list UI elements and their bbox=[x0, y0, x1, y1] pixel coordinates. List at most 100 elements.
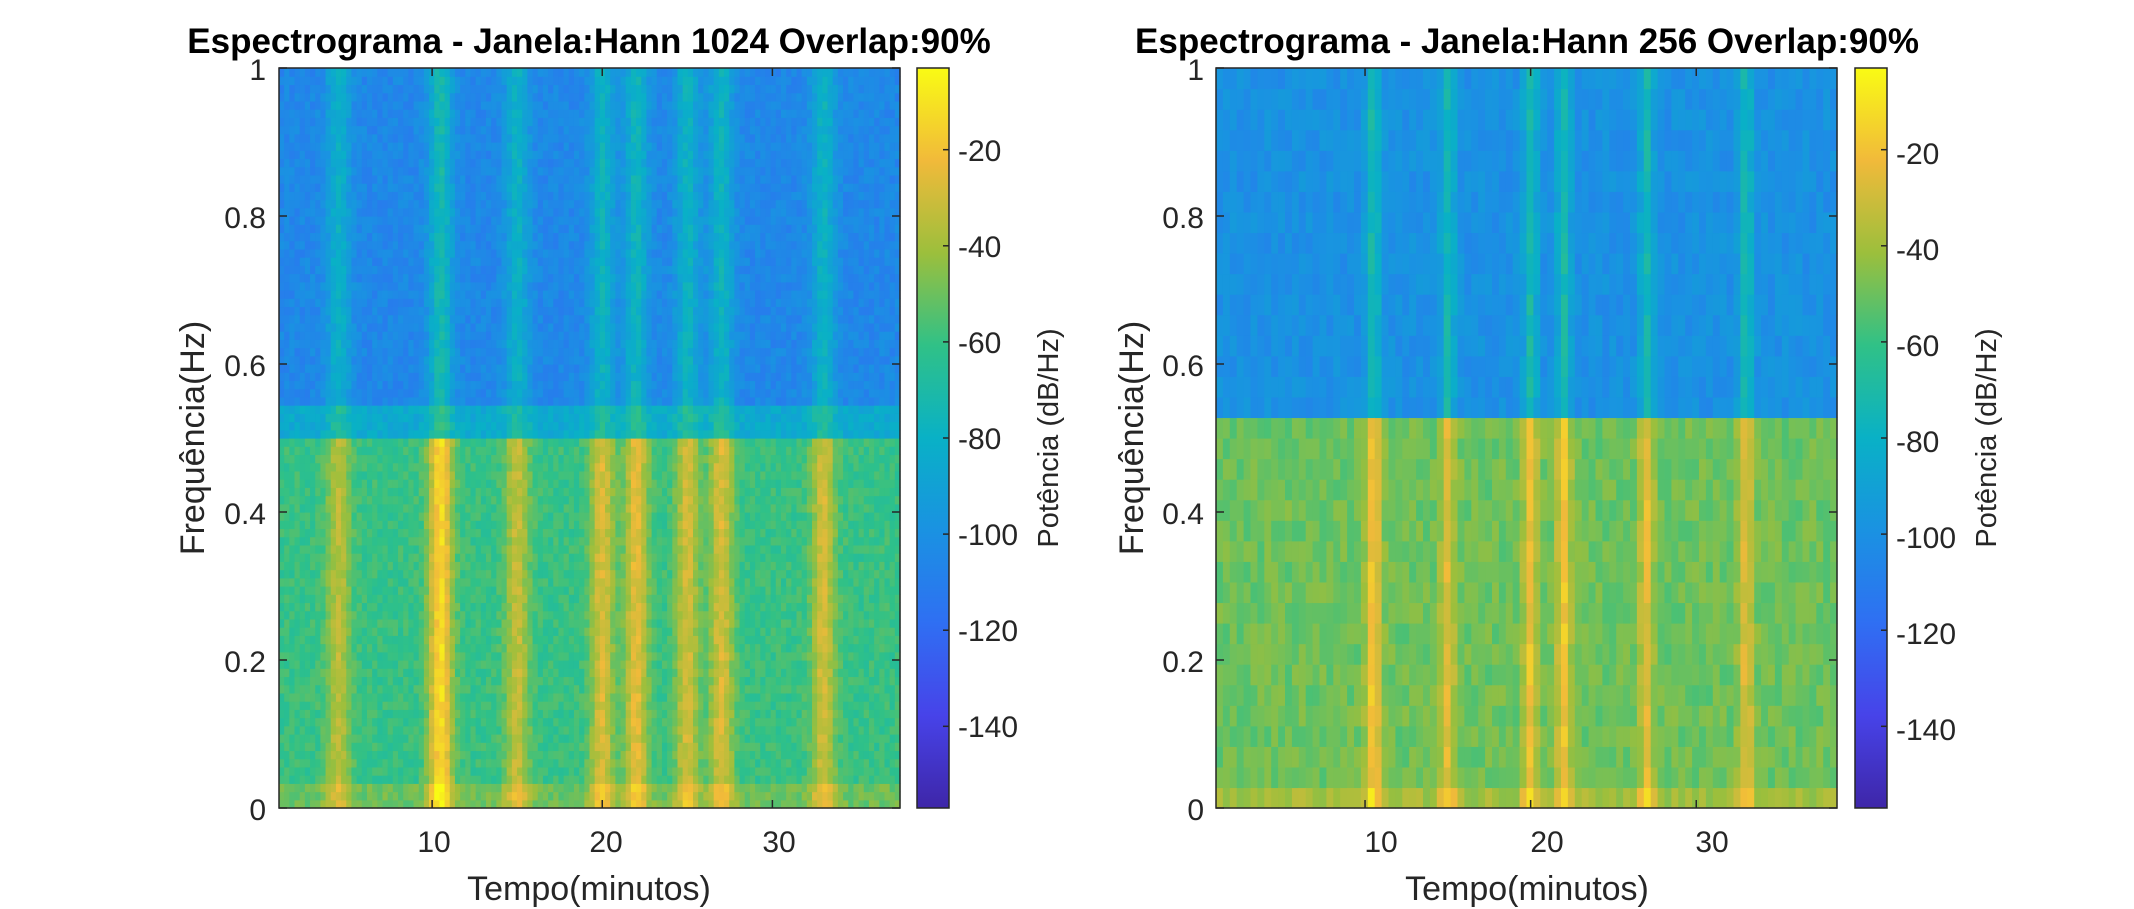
heatmap-cell bbox=[387, 520, 394, 530]
heatmap-cell bbox=[480, 627, 487, 636]
heatmap-cell bbox=[537, 528, 544, 538]
heatmap-cell bbox=[382, 314, 389, 324]
heatmap-cell bbox=[351, 602, 358, 612]
heatmap-cell bbox=[398, 495, 404, 505]
heatmap-cell bbox=[289, 331, 296, 340]
heatmap-cell bbox=[553, 446, 560, 456]
heatmap-cell bbox=[486, 742, 492, 752]
heatmap-cell bbox=[511, 734, 518, 743]
heatmap-cell bbox=[413, 799, 420, 809]
heatmap-cell bbox=[361, 405, 368, 414]
heatmap-cell bbox=[470, 174, 477, 184]
heatmap-cell bbox=[491, 265, 497, 275]
heatmap-cell bbox=[480, 355, 487, 365]
heatmap-cell bbox=[491, 503, 497, 513]
heatmap-cell bbox=[294, 528, 301, 538]
heatmap-cell bbox=[532, 84, 539, 94]
heatmap-cell bbox=[429, 298, 435, 308]
heatmap-cell bbox=[284, 512, 290, 521]
heatmap-cell bbox=[465, 676, 472, 686]
heatmap-cell bbox=[558, 290, 565, 299]
heatmap-cell bbox=[460, 150, 466, 160]
heatmap-cell bbox=[454, 421, 461, 431]
heatmap-cell bbox=[372, 314, 378, 324]
heatmap-cell bbox=[377, 158, 384, 168]
heatmap-cell bbox=[325, 479, 332, 488]
heatmap-cell bbox=[279, 150, 285, 160]
heatmap-cell bbox=[548, 775, 554, 784]
heatmap-cell bbox=[423, 125, 430, 135]
heatmap-cell bbox=[361, 725, 368, 735]
heatmap-cell bbox=[527, 232, 534, 242]
heatmap-cell bbox=[449, 405, 456, 414]
heatmap-cell bbox=[325, 191, 332, 201]
heatmap-cell bbox=[279, 429, 285, 439]
heatmap-cell bbox=[434, 553, 441, 562]
heatmap-cell bbox=[418, 364, 425, 373]
heatmap-cell bbox=[413, 380, 420, 390]
heatmap-cell bbox=[470, 725, 477, 735]
heatmap-cell bbox=[496, 709, 503, 719]
heatmap-cell bbox=[294, 750, 301, 760]
heatmap-cell bbox=[511, 627, 518, 636]
heatmap-cell bbox=[284, 92, 290, 102]
heatmap-cell bbox=[517, 668, 523, 678]
heatmap-cell bbox=[341, 355, 347, 365]
heatmap-cell bbox=[475, 396, 482, 406]
heatmap-cell bbox=[351, 150, 358, 160]
heatmap-cell bbox=[392, 766, 399, 776]
heatmap-cell bbox=[496, 635, 503, 645]
heatmap-cell bbox=[475, 150, 482, 160]
heatmap-cell bbox=[330, 495, 337, 505]
heatmap-cell bbox=[361, 701, 368, 710]
heatmap-cell bbox=[418, 602, 425, 612]
heatmap-cell bbox=[418, 240, 425, 250]
heatmap-cell bbox=[299, 783, 306, 793]
heatmap-cell bbox=[429, 553, 435, 562]
heatmap-cell bbox=[330, 347, 337, 357]
heatmap-cell bbox=[377, 281, 384, 291]
heatmap-cell bbox=[439, 520, 446, 530]
heatmap-cell bbox=[423, 273, 430, 283]
heatmap-cell bbox=[480, 438, 487, 447]
heatmap-cell bbox=[413, 429, 420, 439]
heatmap-cell bbox=[527, 528, 534, 538]
heatmap-cell bbox=[511, 273, 518, 283]
heatmap-cell bbox=[480, 183, 487, 192]
heatmap-cell bbox=[377, 216, 384, 225]
heatmap-cell bbox=[542, 569, 549, 579]
heatmap-cell bbox=[356, 191, 363, 201]
heatmap-cell bbox=[320, 207, 327, 217]
heatmap-cell bbox=[330, 512, 337, 521]
heatmap-cell bbox=[532, 553, 539, 562]
heatmap-cell bbox=[310, 725, 316, 735]
heatmap-cell bbox=[522, 314, 528, 324]
heatmap-cell bbox=[465, 479, 472, 488]
heatmap-cell bbox=[496, 183, 503, 192]
heatmap-cell bbox=[325, 109, 332, 118]
heatmap-cell bbox=[517, 602, 523, 612]
heatmap-cell bbox=[284, 405, 290, 414]
heatmap-cell bbox=[361, 544, 368, 554]
heatmap-cell bbox=[563, 561, 570, 571]
heatmap-cell bbox=[454, 775, 461, 784]
heatmap-cell bbox=[548, 660, 554, 669]
heatmap-cell bbox=[429, 216, 435, 225]
heatmap-cell bbox=[517, 742, 523, 752]
heatmap-cell bbox=[480, 174, 487, 184]
heatmap-cell bbox=[320, 561, 327, 571]
heatmap-cell bbox=[444, 232, 451, 242]
heatmap-cell bbox=[486, 158, 492, 168]
heatmap-cell bbox=[356, 586, 363, 595]
heatmap-cell bbox=[548, 454, 554, 464]
heatmap-cell bbox=[496, 495, 503, 505]
heatmap-cell bbox=[537, 84, 544, 94]
heatmap-cell bbox=[335, 701, 342, 710]
heatmap-cell bbox=[361, 290, 368, 299]
heatmap-cell bbox=[454, 717, 461, 727]
heatmap-cell bbox=[284, 396, 290, 406]
heatmap-cell bbox=[377, 742, 384, 752]
heatmap-cell bbox=[548, 298, 554, 308]
heatmap-cell bbox=[304, 183, 311, 192]
heatmap-cell bbox=[491, 701, 497, 710]
